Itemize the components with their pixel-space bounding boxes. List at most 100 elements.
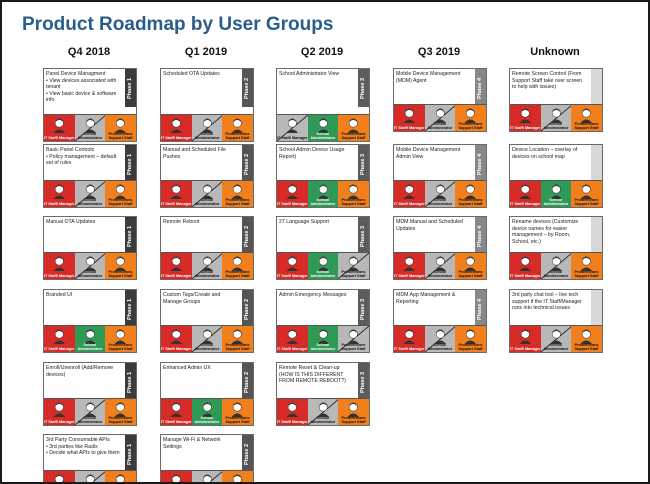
feature-card[interactable]: Enroll/Unenroll (Add/Remove devices) Phas… [43,362,137,426]
phase-badge: Phase 4 [475,290,486,328]
it-tile-label: IT Staff/ Manager [394,202,425,207]
it-user-tile: IT Staff/ Manager [161,181,192,207]
feature-card[interactable]: Branded UI Phase 1 IT Staff/ Manager School… [43,289,137,353]
feature-card[interactable]: Enhanced Admin UX Phase 2 IT Staff/ Manage… [160,362,254,426]
feature-card[interactable]: Admin Emergency Messages Phase 3 IT Staff/… [276,289,370,353]
person-icon [170,184,183,199]
admin-tile-label: School Administrator [77,132,103,141]
feature-card[interactable]: Scheduled OTA Updates Phase 2 IT Staff/ Ma… [160,68,254,142]
phase-badge: Phase 2 [242,435,253,473]
feature-card[interactable]: Mobile Device Management Admin View Phase… [393,144,487,208]
feature-card[interactable]: 3rd party chat tool – live tech support … [509,289,603,353]
support-tile-label: Prometheans Support Staff [458,122,483,131]
person-icon [114,118,127,133]
person-icon [434,184,446,199]
support-user-tile: Prometheans Support Staff [222,326,253,352]
feature-line: Manual and Scheduled File Pushes [163,147,226,160]
it-tile-label: IT Staff/ Manager [44,136,75,141]
it-tile-label: IT Staff/ Manager [510,347,541,352]
admin-tile-label: School Administrator [194,416,220,425]
inactive-slash [191,181,223,207]
feature-line: Mobile Device Management (MDM) Agent [396,71,461,84]
person-icon [114,184,127,199]
column-header: Q2 2019 [300,46,344,58]
inactive-slash [540,253,572,279]
feature-card[interactable]: Remote Reboot Phase 2 IT Staff/ Manager Sch… [160,216,254,280]
it-user-tile: IT Staff/ Manager [44,181,75,207]
person-icon [403,108,416,123]
feature-card[interactable]: Panel Device Managment • View devices ass… [43,68,137,142]
admin-user-tile: School Administrator [540,181,572,207]
feature-line: Custom Tags/Create and Manage Groups [163,292,221,305]
column-header: Q4 2018 [67,46,111,58]
feature-card[interactable]: Basic Panel Controls • Policy management … [43,144,137,208]
admin-user-tile: School Administrator [74,399,106,425]
support-tile-label: Prometheans Support Staff [225,343,250,352]
feature-card[interactable]: Mobile Device Management (MDM) Agent Phas… [393,68,487,132]
feature-line: • Decide what APIs to give them [46,450,120,456]
feature-card[interactable]: Custom Tags/Create and Manage Groups Phas… [160,289,254,353]
feature-card[interactable]: Rename devices (Customize device names f… [509,216,603,280]
feature-card[interactable]: School Administrator View Phase 3 IT Staff… [276,68,370,142]
person-icon [403,256,416,271]
person-icon [53,402,66,417]
it-user-tile: IT Staff/ Manager [394,326,425,352]
person-icon [231,118,244,133]
phase-badge: Phase 3 [358,363,369,401]
support-user-tile: Prometheans Support Staff [455,253,486,279]
feature-card[interactable]: Remote Screen Control (From Support Staf… [509,68,603,132]
feature-card[interactable]: School Admin Device Usage Report) Phase 3… [276,144,370,208]
it-user-tile: IT Staff/ Manager [44,253,75,279]
feature-description: Custom Tags/Create and Manage Groups [163,292,237,305]
person-icon [550,108,562,123]
feature-description: MDM Manual and Scheduled Updates [396,219,470,232]
admin-tile-label: School Administrator [427,122,453,131]
admin-user-tile: School Administrator [74,253,106,279]
support-user-tile: Prometheans Support Staff [222,115,253,141]
admin-tile-label: School Administrator [543,343,569,352]
person-icon [286,402,299,417]
person-icon [202,474,212,482]
person-icon [84,256,96,271]
person-icon [231,256,244,271]
phase-badge: Phase 1 [125,435,136,473]
support-user-tile: Prometheans Support Staff [105,115,136,141]
admin-tile-label: School Administrator [77,343,103,352]
inactive-slash [191,326,223,352]
support-user-tile: Prometheans Support Staff [222,253,253,279]
it-user-tile: IT Staff/ Manager [44,115,75,141]
feature-description: Enhanced Admin UX [163,365,237,372]
feature-description: Remote Reset & Clean-up (HOW IS THIS DIF… [279,365,353,385]
feature-card[interactable]: Device Location – overlay of devices on … [509,144,603,208]
person-icon [286,256,299,271]
person-icon [580,108,593,123]
inactive-slash [74,253,106,279]
person-icon [286,329,299,344]
feature-card[interactable]: 3rd Party Consumable APIs • 3rd parties l… [43,434,137,482]
support-tile-label: Prometheans Support Staff [108,343,133,352]
feature-line: MDM App Management & Reporting [396,292,456,305]
feature-card[interactable]: MDM App Management & Reporting Phase 4 IT … [393,289,487,353]
inactive-slash [338,326,369,352]
feature-line: Remote Screen Control (From Support Staf… [512,71,582,90]
feature-card[interactable]: 27 Language Support Phase 3 IT Staff/ Mana… [276,216,370,280]
feature-card[interactable]: Remote Reset & Clean-up (HOW IS THIS DIF… [276,362,370,426]
admin-tile-label: School Administrator [77,270,103,279]
inactive-slash [540,326,572,352]
phase-badge: Phase 3 [358,290,369,328]
feature-card[interactable]: Manual OTA Updates Phase 1 IT Staff/ Manag… [43,216,137,280]
inactive-slash [74,115,106,141]
person-icon [347,184,360,199]
admin-user-tile: School Administrator [540,105,572,131]
feature-line: Mobile Device Management Admin View [396,147,461,160]
feature-line: Scheduled OTA Updates [163,71,220,77]
support-user-tile: Prometheans Support Staff [455,105,486,131]
